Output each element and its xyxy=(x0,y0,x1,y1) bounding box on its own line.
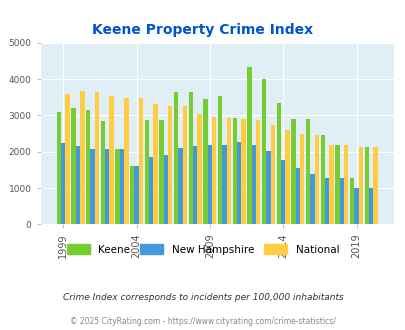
Bar xyxy=(163,155,168,224)
Bar xyxy=(320,135,324,224)
Bar xyxy=(105,149,109,224)
Bar xyxy=(203,99,207,224)
Bar xyxy=(241,119,245,224)
Bar xyxy=(90,149,94,224)
Bar xyxy=(188,92,192,224)
Bar xyxy=(100,121,105,224)
Bar xyxy=(222,145,226,224)
Bar xyxy=(149,156,153,224)
Bar xyxy=(124,98,128,224)
Bar xyxy=(368,188,373,224)
Bar xyxy=(211,117,216,224)
Bar xyxy=(261,79,266,224)
Bar xyxy=(285,130,289,224)
Bar xyxy=(314,135,318,224)
Bar xyxy=(270,125,275,224)
Bar xyxy=(130,166,134,224)
Bar xyxy=(94,91,99,224)
Bar xyxy=(349,178,354,224)
Text: Crime Index corresponds to incidents per 100,000 inhabitants: Crime Index corresponds to incidents per… xyxy=(62,292,343,302)
Bar xyxy=(109,95,113,224)
Bar xyxy=(173,92,178,224)
Bar xyxy=(309,174,314,224)
Bar xyxy=(299,134,304,224)
Bar xyxy=(192,147,197,224)
Text: Keene Property Crime Index: Keene Property Crime Index xyxy=(92,23,313,37)
Bar xyxy=(232,118,237,224)
Bar xyxy=(290,119,295,224)
Bar xyxy=(305,119,309,224)
Bar xyxy=(159,120,163,224)
Bar xyxy=(119,149,124,224)
Bar xyxy=(134,166,139,224)
Bar xyxy=(80,91,84,224)
Bar xyxy=(266,151,270,224)
Bar xyxy=(256,120,260,224)
Bar xyxy=(343,145,347,224)
Bar xyxy=(295,168,299,224)
Bar xyxy=(217,95,222,224)
Bar xyxy=(324,178,328,224)
Bar xyxy=(144,120,149,224)
Bar xyxy=(247,67,251,224)
Legend: Keene, New Hampshire, National: Keene, New Hampshire, National xyxy=(62,240,343,259)
Bar xyxy=(358,148,362,224)
Bar xyxy=(182,106,187,224)
Bar xyxy=(71,108,75,224)
Bar xyxy=(335,145,339,224)
Bar xyxy=(251,145,256,224)
Bar xyxy=(178,148,182,224)
Bar xyxy=(57,112,61,224)
Bar xyxy=(168,106,172,224)
Bar xyxy=(373,148,377,224)
Bar xyxy=(328,145,333,224)
Bar xyxy=(86,110,90,224)
Bar xyxy=(354,188,358,224)
Bar xyxy=(280,160,285,224)
Bar xyxy=(339,178,343,224)
Bar xyxy=(115,149,119,224)
Bar xyxy=(153,104,158,224)
Bar xyxy=(61,143,65,224)
Bar xyxy=(197,114,201,224)
Bar xyxy=(65,94,70,224)
Text: © 2025 CityRating.com - https://www.cityrating.com/crime-statistics/: © 2025 CityRating.com - https://www.city… xyxy=(70,317,335,326)
Bar xyxy=(75,147,80,224)
Bar xyxy=(226,118,230,224)
Bar xyxy=(276,103,280,224)
Bar xyxy=(207,145,211,224)
Bar xyxy=(139,98,143,224)
Bar xyxy=(364,147,368,224)
Bar xyxy=(237,142,241,224)
